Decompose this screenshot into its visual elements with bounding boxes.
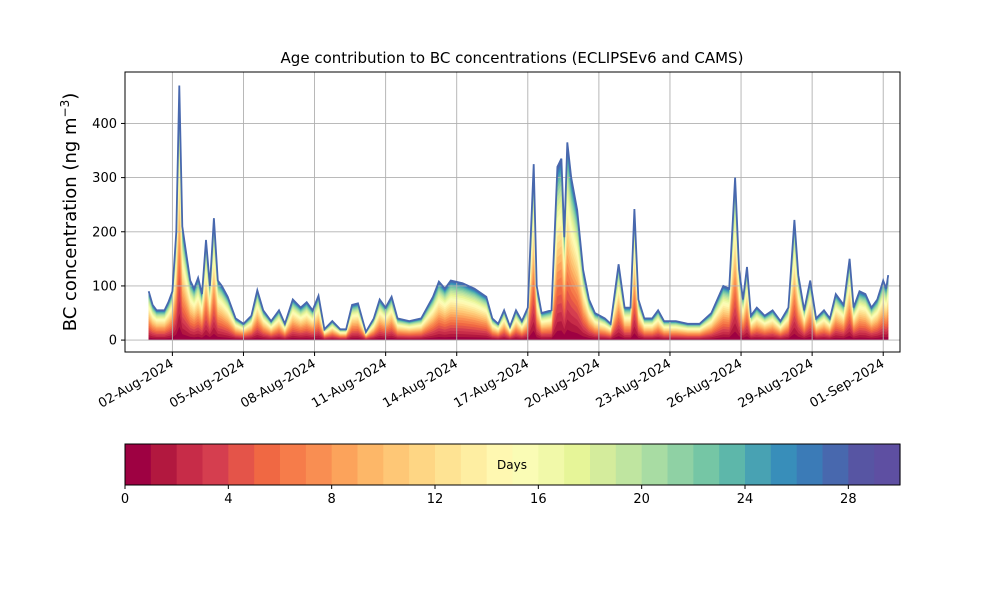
colorbar-swatch (176, 444, 204, 485)
colorbar-label: Days (497, 458, 527, 472)
chart-title: Age contribution to BC concentrations (E… (281, 49, 744, 67)
colorbar-swatch (460, 444, 488, 485)
colorbar-swatch (150, 444, 178, 485)
colorbar-tick-label: 8 (328, 492, 336, 507)
colorbar-swatch (641, 444, 669, 485)
x-axis: 02-Aug-202405-Aug-202408-Aug-202411-Aug-… (96, 352, 887, 412)
total-concentration-line (147, 85, 890, 335)
colorbar-swatch (202, 444, 229, 485)
colorbar-swatch (848, 444, 875, 485)
colorbar: Days 0 4 8 12 16 20 24 28 (121, 443, 901, 507)
colorbar-swatch (770, 444, 798, 485)
colorbar-tick-label: 0 (121, 492, 129, 507)
y-axis-label: BC concentration (ng m−3) (58, 93, 81, 332)
x-tick-label: 29-Aug-2024 (736, 356, 816, 411)
colorbar-swatch (796, 444, 824, 485)
x-tick-label: 26-Aug-2024 (665, 356, 745, 411)
colorbar-tick-label: 12 (427, 492, 444, 507)
plot-area (124, 71, 901, 353)
colorbar-swatch (331, 444, 359, 485)
colorbar-tick-label: 20 (633, 492, 650, 507)
x-tick-label: 08-Aug-2024 (238, 356, 318, 411)
colorbar-swatch (564, 444, 591, 485)
x-tick-label: 14-Aug-2024 (380, 356, 460, 411)
colorbar-swatch (615, 444, 643, 485)
y-tick-label: 0 (109, 334, 117, 349)
x-tick-label: 17-Aug-2024 (451, 356, 531, 411)
y-axis: 0 100 200 300 400 (92, 117, 125, 349)
y-tick-label: 300 (92, 171, 117, 186)
colorbar-swatch (357, 444, 384, 485)
colorbar-frame (124, 443, 901, 486)
age-stack-layers (148, 85, 889, 341)
colorbar-swatch (435, 444, 462, 485)
colorbar-swatch (719, 444, 746, 485)
y-tick-label: 200 (92, 225, 117, 240)
colorbar-swatch (280, 444, 307, 485)
colorbar-swatch (383, 444, 410, 485)
y-tick-label: 400 (92, 117, 117, 132)
colorbar-swatch (822, 444, 849, 485)
age-layer-0 (148, 326, 889, 341)
x-tick-label: 01-Sep-2024 (807, 356, 887, 411)
x-tick-label: 02-Aug-2024 (96, 356, 176, 411)
colorbar-swatch (874, 444, 901, 485)
colorbar-swatch (486, 444, 514, 485)
colorbar-swatches (125, 444, 901, 485)
colorbar-tick-label: 24 (737, 492, 754, 507)
colorbar-swatch (667, 444, 694, 485)
colorbar-tick-label: 16 (530, 492, 547, 507)
colorbar-ticks: 0 4 8 12 16 20 24 28 (121, 485, 857, 507)
colorbar-swatch (228, 444, 255, 485)
colorbar-swatch (125, 444, 152, 485)
colorbar-swatch (254, 444, 281, 485)
x-tick-label: 05-Aug-2024 (167, 356, 247, 411)
x-tick-label: 23-Aug-2024 (594, 356, 674, 411)
colorbar-swatch (590, 444, 617, 485)
colorbar-swatch (538, 444, 565, 485)
x-tick-label: 11-Aug-2024 (309, 356, 389, 411)
grid-lines (125, 72, 900, 352)
colorbar-tick-label: 4 (224, 492, 232, 507)
y-tick-label: 100 (92, 279, 117, 294)
colorbar-swatch (512, 444, 539, 485)
colorbar-tick-label: 28 (840, 492, 857, 507)
axes-frame (124, 71, 901, 353)
colorbar-swatch (745, 444, 772, 485)
colorbar-swatch (409, 444, 436, 485)
colorbar-swatch (693, 444, 720, 485)
x-tick-label: 20-Aug-2024 (523, 356, 603, 411)
colorbar-swatch (305, 444, 333, 485)
